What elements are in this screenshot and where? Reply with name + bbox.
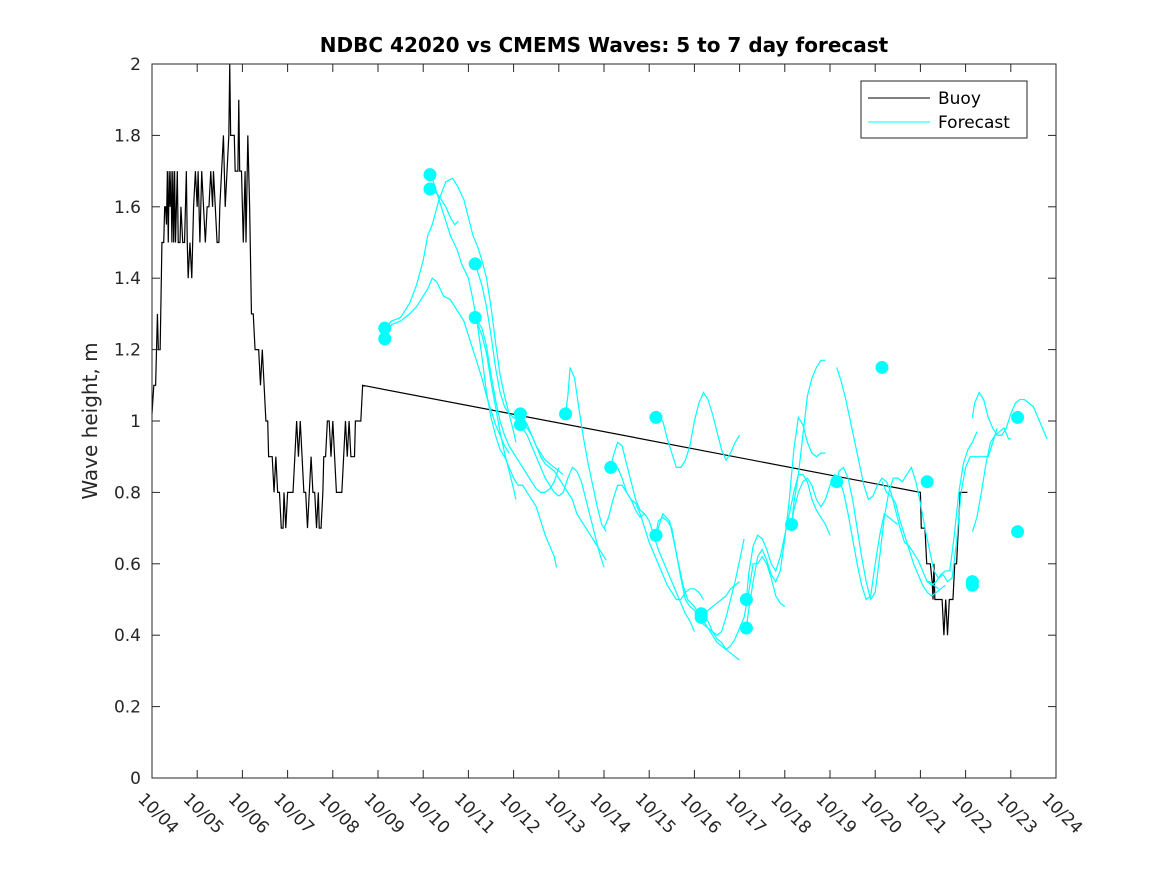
series-line-forecast (700, 581, 740, 618)
series-line-forecast (429, 174, 558, 568)
forecast-start-marker (875, 360, 889, 374)
series-line-forecast (836, 427, 998, 601)
series-line-forecast (384, 177, 517, 443)
series-line-forecast (474, 317, 517, 500)
plot-area (152, 64, 1056, 778)
forecast-start-marker (739, 621, 753, 635)
series-line-forecast (881, 481, 946, 597)
series-line-forecast (700, 538, 745, 636)
y-tick-label: 0.2 (114, 698, 141, 718)
series-line-forecast (971, 427, 1011, 532)
series-line-forecast (384, 277, 510, 454)
forecast-start-marker (604, 460, 618, 474)
series-line-forecast (519, 424, 605, 568)
y-tick-label: 2 (130, 55, 141, 75)
series-line-forecast (655, 512, 786, 651)
series-line-forecast (564, 367, 607, 532)
forecast-start-marker (694, 610, 708, 624)
series-line-forecast (519, 413, 607, 561)
series-line-forecast (655, 391, 741, 469)
y-tick-label: 1 (130, 412, 141, 432)
series-line-forecast (927, 581, 939, 590)
marker-layer (378, 168, 1025, 635)
y-tick-label: 1.4 (114, 269, 141, 289)
legend: Buoy Forecast (860, 80, 1028, 139)
forecast-start-marker (649, 528, 663, 542)
forecast-start-marker (830, 475, 844, 489)
y-tick-label: 1.8 (114, 126, 141, 146)
legend-label-buoy: Buoy (938, 89, 981, 109)
y-axis-label: Wave height, m (78, 342, 102, 499)
forecast-start-marker (965, 578, 979, 592)
y-axis-ticks: 0 0.2 0.4 0.6 0.8 1 1.2 1.4 1.6 1.8 2 (114, 55, 1056, 789)
series-line-forecast (971, 391, 1048, 440)
series-line-forecast (790, 359, 826, 525)
forecast-start-marker (649, 410, 663, 424)
forecast-start-marker (378, 332, 392, 346)
y-tick-label: 1.6 (114, 198, 141, 218)
forecast-start-marker (378, 321, 392, 335)
forecast-start-marker (1011, 525, 1025, 539)
series-line-forecast (790, 473, 899, 601)
y-tick-label: 0 (130, 769, 141, 789)
legend-label-forecast: Forecast (938, 113, 1010, 133)
y-tick-label: 0.8 (114, 483, 141, 503)
series-line-forecast (610, 441, 695, 632)
forecast-start-marker (920, 475, 934, 489)
series-line-forecast (474, 317, 560, 493)
y-tick-label: 1.2 (114, 341, 141, 361)
y-tick-label: 0.6 (114, 555, 141, 575)
forecast-start-marker (468, 257, 482, 271)
forecast-start-marker (423, 168, 437, 182)
forecast-start-marker (513, 418, 527, 432)
series-line-buoy (151, 63, 968, 636)
series-line-forecast (603, 484, 704, 601)
forecast-start-marker (739, 593, 753, 606)
forecast-start-marker (785, 518, 799, 532)
legend-box (860, 80, 1028, 139)
y-tick-label: 0.4 (114, 626, 141, 646)
chart-title: NDBC 42020 vs CMEMS Waves: 5 to 7 day fo… (320, 33, 889, 57)
forecast-start-marker (468, 310, 482, 324)
series-layer (151, 63, 1048, 661)
forecast-start-marker (423, 182, 437, 196)
series-line-forecast (745, 415, 826, 629)
forecast-start-marker (559, 407, 573, 421)
forecast-start-marker (1011, 410, 1025, 424)
forecast-start-marker (513, 407, 527, 421)
